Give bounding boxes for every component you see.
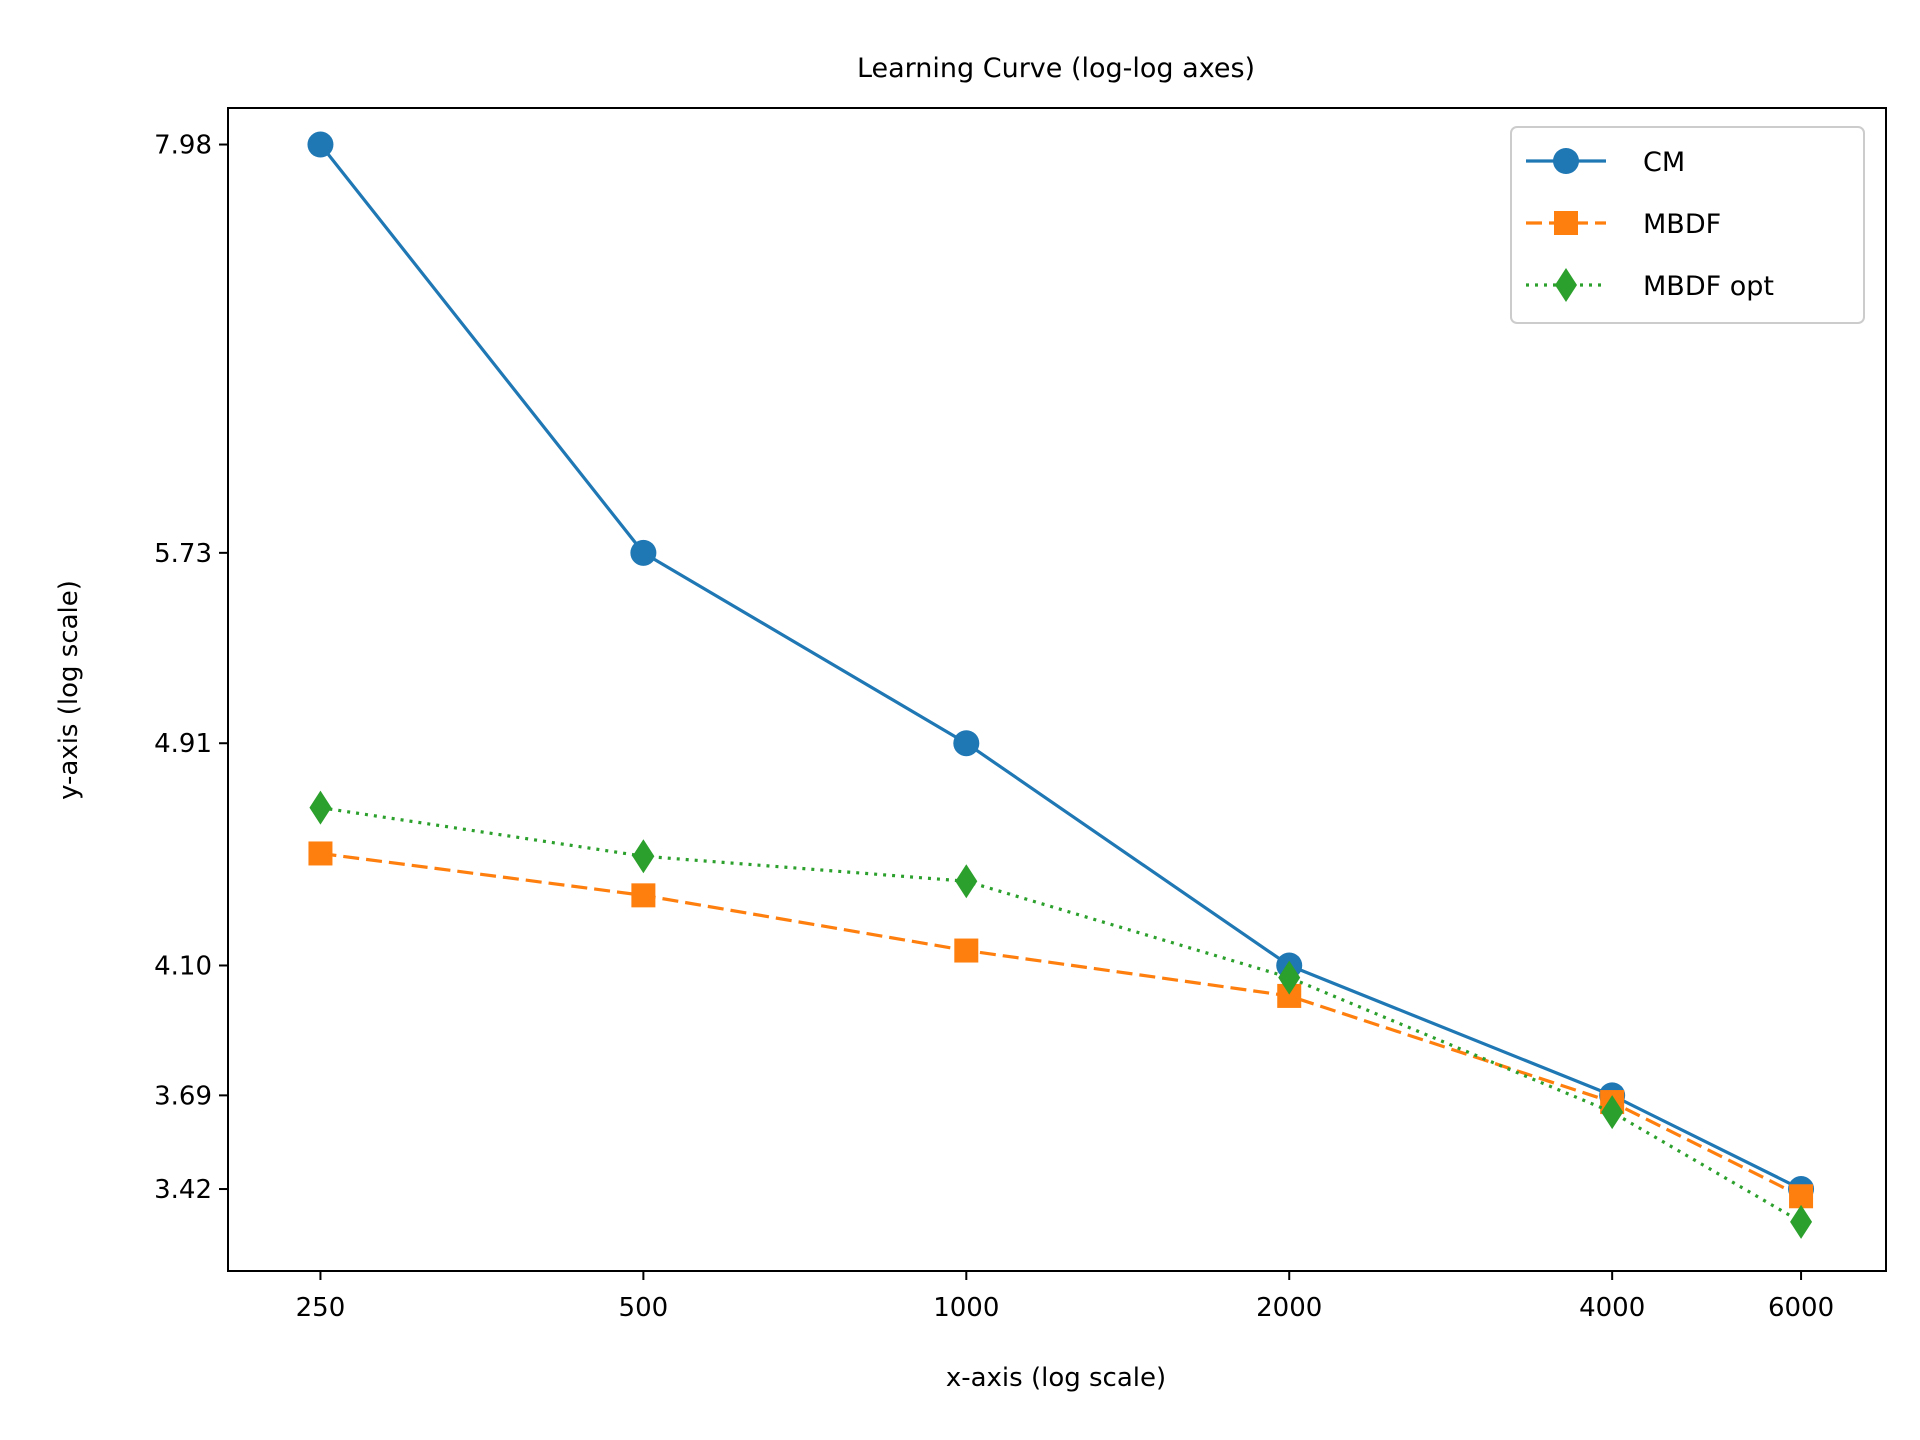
legend-frame <box>1510 126 1865 324</box>
x-tick-label: 4000 <box>1579 1293 1645 1323</box>
x-tick-label: 2000 <box>1256 1293 1322 1323</box>
x-tick-label: 250 <box>296 1293 346 1323</box>
data-point-mbdf <box>631 883 656 908</box>
x-tick-label: 1000 <box>933 1293 999 1323</box>
legend: CM MBDF MBDF opt <box>1510 126 1865 324</box>
legend-marker-cm <box>1553 148 1579 174</box>
data-point-mbdf <box>954 938 979 963</box>
y-axis-ticks: 3.42 3.69 4.10 4.91 5.73 7.98 <box>154 131 228 1205</box>
data-point-mbdf <box>1789 1184 1814 1209</box>
data-point-mbdf-opt <box>955 864 978 899</box>
y-tick-label: 3.69 <box>154 1081 212 1111</box>
chart-title: Learning Curve (log-log axes) <box>857 53 1255 84</box>
y-tick-label: 7.98 <box>154 131 212 161</box>
data-point-mbdf-opt <box>1601 1095 1624 1130</box>
series-line-cm <box>319 143 1802 1191</box>
y-axis-label: y-axis (log scale) <box>54 580 84 800</box>
data-point-mbdf-opt <box>1278 960 1301 995</box>
data-point-mbdf <box>308 841 333 866</box>
y-tick-label: 5.73 <box>154 539 212 569</box>
y-tick-label: 4.91 <box>154 729 212 759</box>
series-mbdf-opt <box>309 790 1813 1239</box>
legend-label-cm: CM <box>1643 147 1685 178</box>
plot-frame <box>227 107 1887 1272</box>
legend-marker-mbdf <box>1554 211 1578 235</box>
legend-label-mbdf-opt: MBDF opt <box>1643 271 1774 302</box>
legend-marker-mbdf-opt <box>1555 268 1577 302</box>
data-point-cm <box>630 539 657 566</box>
series-line-mbdf-opt <box>320 806 1802 1224</box>
x-tick-label: 500 <box>619 1293 669 1323</box>
x-axis-ticks: 250 500 1000 2000 4000 6000 <box>296 1271 1834 1323</box>
x-tick-label: 6000 <box>1768 1293 1834 1323</box>
plot-area <box>307 131 1815 1239</box>
series-line-mbdf <box>320 851 1802 1198</box>
x-axis-label: x-axis (log scale) <box>946 1363 1166 1393</box>
data-point-mbdf-opt <box>632 839 655 874</box>
data-point-cm <box>307 131 334 158</box>
y-tick-label: 3.42 <box>154 1175 212 1205</box>
data-point-mbdf-opt <box>1790 1204 1813 1239</box>
data-point-cm <box>953 730 980 757</box>
y-tick-label: 4.10 <box>154 951 212 981</box>
data-point-mbdf-opt <box>309 790 332 825</box>
legend-label-mbdf: MBDF <box>1643 209 1721 240</box>
